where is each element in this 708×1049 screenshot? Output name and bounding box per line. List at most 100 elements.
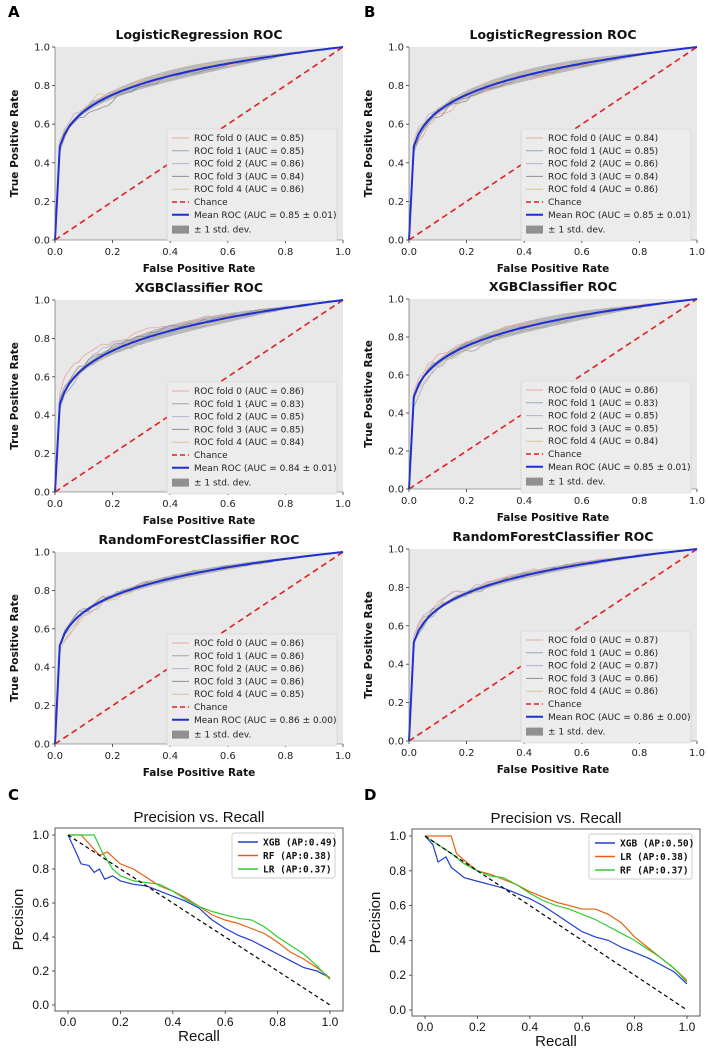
x-axis-label: False Positive Rate — [497, 512, 610, 524]
y-tick-label: 0.8 — [32, 862, 49, 876]
mean-roc-line — [54, 46, 344, 241]
y-axis-label: Precision — [367, 892, 384, 954]
x-tick-label: 0.6 — [574, 1020, 591, 1034]
chart-title: RandomForestClassifier ROC — [99, 532, 300, 547]
roc-chart-4: RandomForestClassifier ROC False Positive… — [9, 532, 351, 779]
legend: ROC fold 0 (AUC = 0.86) ROC fold 1 (AUC =… — [166, 381, 338, 495]
x-tick-label: 0.4 — [162, 499, 178, 510]
legend-label: ROC fold 1 (AUC = 0.86) — [194, 652, 304, 662]
roc-chart-5: RandomForestClassifier ROC False Positive… — [363, 529, 705, 776]
x-tick-label: 1.0 — [335, 751, 351, 762]
legend-label: ROC fold 2 (AUC = 0.86) — [194, 665, 304, 675]
chart-title: LogisticRegression ROC — [469, 27, 636, 42]
legend-band-swatch — [526, 477, 543, 486]
y-tick-label: 0.4 — [34, 663, 50, 674]
legend-label: LR (AP:0.38) — [620, 852, 689, 863]
legend-label: ± 1 std. dev. — [548, 478, 605, 488]
y-tick-label: 0.2 — [32, 964, 49, 978]
y-tick-label: 0.8 — [388, 81, 404, 92]
legend-box — [166, 633, 338, 747]
legend-label: Chance — [548, 700, 582, 710]
legend-label: ROC fold 2 (AUC = 0.86) — [548, 160, 658, 170]
x-tick-label: 1.0 — [689, 496, 705, 507]
y-tick-label: 0.2 — [34, 197, 50, 208]
y-tick-label: 0.6 — [388, 621, 404, 632]
legend-label: ± 1 std. dev. — [548, 226, 605, 236]
legend-label: ROC fold 1 (AUC = 0.83) — [548, 399, 658, 409]
roc-chart-2: XGBClassifier ROC False Positive Rate True… — [9, 280, 351, 527]
y-tick-label: 0.4 — [389, 933, 406, 947]
x-tick-label: 0.6 — [574, 496, 590, 507]
legend-label: ROC fold 1 (AUC = 0.83) — [194, 400, 304, 410]
pr-rf-line — [424, 835, 688, 983]
legend-band-swatch — [172, 478, 189, 487]
roc-chart-0: LogisticRegression ROC False Positive Rat… — [9, 27, 351, 275]
legend-label: ROC fold 4 (AUC = 0.84) — [194, 438, 304, 448]
y-tick-label: 0.4 — [34, 158, 50, 169]
y-tick-label: 1.0 — [388, 545, 404, 556]
legend-label: Chance — [194, 703, 228, 713]
chart-title: RandomForestClassifier ROC — [453, 529, 654, 544]
legend-band-swatch — [526, 727, 543, 736]
legend-label: ROC fold 0 (AUC = 0.86) — [194, 387, 304, 397]
x-axis-label: False Positive Rate — [497, 764, 610, 776]
legend-label: ROC fold 0 (AUC = 0.87) — [548, 636, 658, 646]
x-tick-label: 0.8 — [277, 247, 293, 258]
pr-baseline-line — [424, 835, 688, 1011]
x-tick-label: 1.0 — [322, 1015, 339, 1029]
x-tick-label: 0.2 — [105, 499, 121, 510]
x-tick-label: 0.2 — [469, 1020, 486, 1034]
y-tick-label: 0.2 — [388, 698, 404, 709]
chart-title: Precision vs. Recall — [134, 809, 265, 826]
legend-label: Mean ROC (AUC = 0.85 ± 0.01) — [548, 463, 691, 473]
pr-xgb-line — [67, 834, 331, 979]
legend-label: ROC fold 2 (AUC = 0.86) — [194, 160, 304, 170]
legend-label: LR (AP:0.37) — [263, 865, 332, 876]
y-axis-label: True Positive Rate — [363, 90, 375, 198]
legend-label: ROC fold 3 (AUC = 0.85) — [548, 424, 658, 434]
legend-label: RF (AP:0.38) — [263, 851, 332, 862]
y-tick-label: 1.0 — [388, 43, 404, 54]
chart-title: XGBClassifier ROC — [135, 280, 263, 295]
y-tick-label: 0.6 — [32, 896, 49, 910]
x-tick-label: 0.2 — [459, 247, 475, 258]
legend-box — [166, 128, 338, 242]
y-tick-label: 0.0 — [34, 236, 50, 247]
legend-label: ± 1 std. dev. — [548, 728, 605, 738]
pr-lr-line — [68, 834, 331, 980]
pr-lr-line — [425, 835, 688, 981]
x-tick-label: 0.8 — [277, 499, 293, 510]
panel-label-C: C — [8, 786, 19, 804]
y-tick-label: 0.6 — [388, 120, 404, 131]
legend-band-swatch — [526, 225, 543, 234]
pr-chart-1: Precision vs. Recall Recall Precision 0.0 0.… — [367, 810, 701, 1049]
panel-label-B: B — [364, 3, 375, 21]
y-tick-label: 1.0 — [34, 296, 50, 307]
y-tick-label: 0.8 — [34, 334, 50, 345]
x-tick-label: 0.0 — [47, 247, 63, 258]
legend-label: ROC fold 0 (AUC = 0.84) — [548, 134, 658, 144]
y-tick-label: 0.2 — [389, 968, 406, 982]
legend-label: RF (AP:0.37) — [620, 866, 689, 877]
legend-label: ROC fold 0 (AUC = 0.86) — [548, 386, 658, 396]
legend-label: ROC fold 4 (AUC = 0.86) — [194, 185, 304, 195]
y-axis-label: True Positive Rate — [9, 90, 21, 198]
legend-label: ROC fold 3 (AUC = 0.84) — [194, 172, 304, 182]
legend-label: XGB (AP:0.49) — [263, 838, 337, 849]
legend-label: ROC fold 1 (AUC = 0.85) — [548, 147, 658, 157]
legend-band-swatch — [172, 225, 189, 234]
legend-label: ± 1 std. dev. — [194, 731, 251, 741]
mean-roc-line — [54, 551, 344, 745]
roc-fold-1-line — [408, 298, 698, 490]
x-tick-label: 0.4 — [516, 247, 532, 258]
x-tick-label: 0.2 — [105, 247, 121, 258]
mean-roc-line — [408, 548, 698, 742]
y-tick-label: 0.8 — [388, 583, 404, 594]
y-tick-label: 0.6 — [388, 371, 404, 382]
pr-baseline-line — [67, 834, 331, 1006]
chart-title: LogisticRegression ROC — [115, 27, 282, 42]
legend: ROC fold 0 (AUC = 0.86) ROC fold 1 (AUC =… — [166, 633, 338, 747]
x-tick-label: 1.0 — [335, 247, 351, 258]
y-tick-label: 0.6 — [389, 899, 406, 913]
x-axis-label: False Positive Rate — [143, 263, 256, 275]
